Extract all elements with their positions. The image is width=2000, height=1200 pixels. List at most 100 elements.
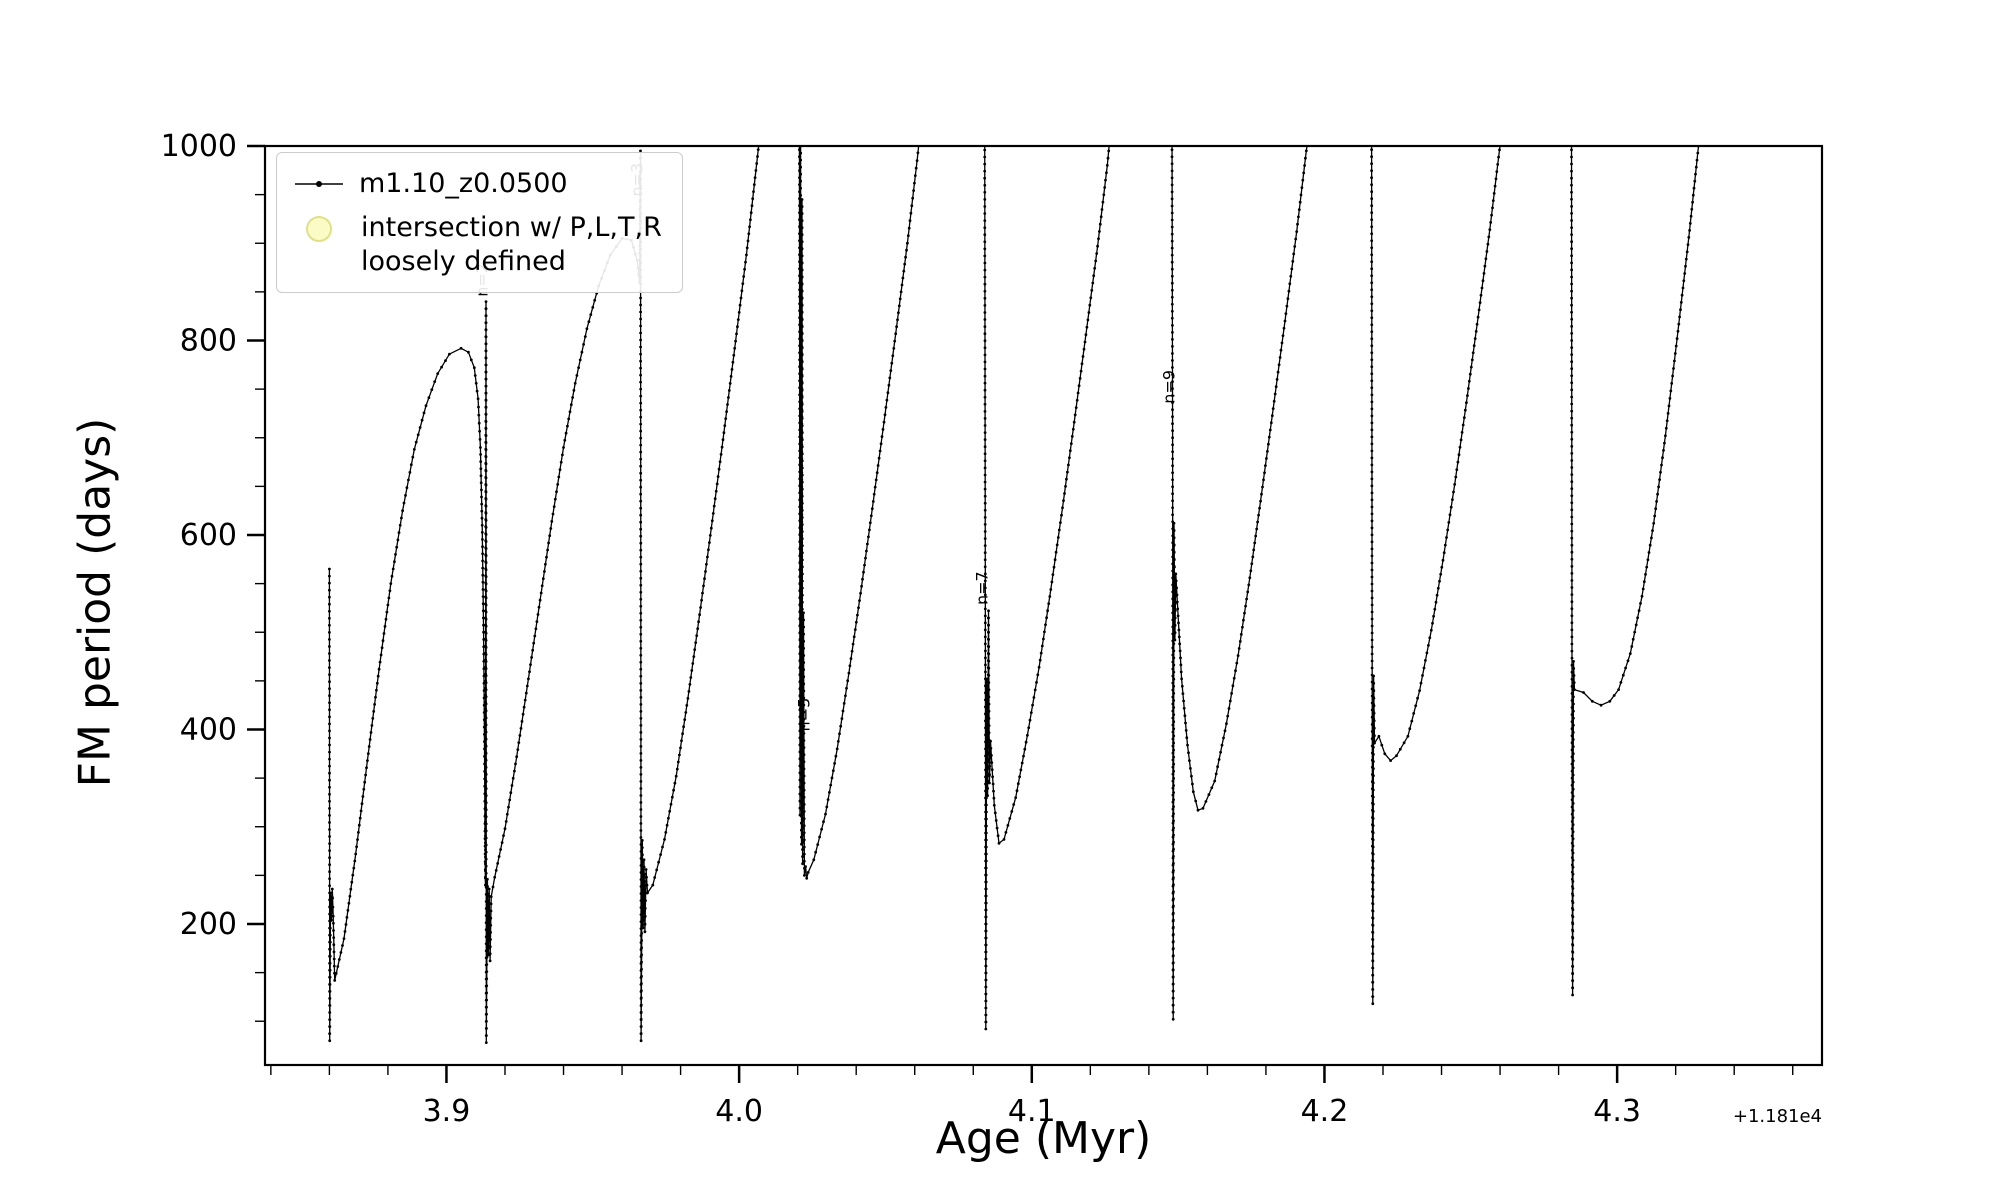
data-point-marker — [801, 671, 804, 675]
data-point-marker — [1570, 699, 1574, 702]
data-point-marker — [484, 674, 488, 677]
data-point-marker — [1109, 128, 1112, 131]
data-point-marker — [1172, 847, 1175, 851]
data-point-marker — [874, 478, 878, 482]
data-point-marker — [1332, 120, 1335, 123]
data-point-marker — [753, 176, 757, 180]
data-point-marker — [1689, 214, 1693, 218]
data-point-marker — [328, 652, 331, 655]
data-point-marker — [1098, 230, 1101, 233]
data-point-marker — [485, 956, 489, 959]
data-point-marker — [1098, 222, 1102, 226]
data-point-marker — [798, 120, 801, 123]
data-point-marker — [401, 509, 404, 513]
data-point-marker — [1029, 711, 1033, 714]
data-point-marker — [742, 275, 746, 278]
data-point-marker — [901, 276, 905, 280]
data-point-marker — [1177, 628, 1181, 632]
data-point-marker — [1673, 352, 1677, 355]
data-point-marker — [497, 855, 501, 858]
data-point-marker — [1171, 667, 1175, 671]
data-point-marker — [983, 120, 986, 123]
data-point-marker — [393, 560, 396, 564]
data-point-marker — [484, 575, 488, 579]
data-point-marker — [1170, 197, 1174, 201]
data-point-marker — [514, 762, 517, 766]
data-point-marker — [1294, 237, 1298, 241]
data-point-marker — [1060, 513, 1063, 517]
data-point-marker — [484, 356, 488, 360]
data-point-marker — [1172, 826, 1175, 830]
data-point-marker — [1370, 330, 1374, 334]
data-point-marker — [718, 460, 722, 464]
data-point-marker — [388, 589, 392, 593]
data-point-marker — [870, 507, 874, 511]
data-point-marker — [1171, 345, 1174, 348]
data-point-marker — [983, 247, 987, 251]
data-point-marker — [418, 426, 422, 429]
data-point-marker — [444, 359, 447, 362]
data-point-marker — [1172, 840, 1175, 844]
data-point-marker — [515, 755, 519, 759]
data-point-marker — [328, 990, 332, 993]
data-point-marker — [467, 350, 470, 354]
data-point-marker — [1170, 162, 1174, 166]
data-point-marker — [1383, 752, 1387, 756]
data-point-marker — [799, 278, 803, 282]
data-point-marker — [1171, 394, 1174, 397]
data-point-marker — [1571, 851, 1575, 855]
data-point-marker — [857, 606, 860, 610]
data-point-marker — [1590, 699, 1594, 703]
data-point-marker — [1570, 416, 1574, 420]
data-point-marker — [1570, 600, 1574, 604]
data-point-marker — [1691, 200, 1694, 204]
data-point-marker — [800, 360, 804, 364]
data-point-marker — [639, 759, 643, 762]
data-point-marker — [1217, 758, 1221, 761]
data-point-marker — [868, 521, 872, 525]
data-point-marker — [1372, 711, 1376, 715]
data-point-marker — [336, 965, 340, 968]
data-point-marker — [1023, 747, 1027, 751]
data-point-marker — [1608, 699, 1612, 703]
data-point-marker — [1051, 573, 1055, 576]
data-point-marker — [481, 566, 485, 570]
data-point-marker — [983, 635, 987, 639]
data-point-marker — [1039, 651, 1043, 655]
x-axis-offset-text: +1.181e4 — [1732, 1106, 1822, 1127]
data-point-marker — [488, 959, 492, 963]
data-point-marker — [984, 1020, 988, 1024]
data-point-marker — [1370, 162, 1373, 166]
data-point-marker — [826, 798, 830, 801]
data-point-marker — [1370, 624, 1374, 628]
data-point-marker — [1236, 654, 1240, 657]
data-point-marker — [721, 438, 725, 442]
data-point-marker — [479, 474, 483, 478]
data-point-marker — [1065, 477, 1068, 481]
data-point-marker — [1694, 172, 1697, 176]
data-point-marker — [1275, 378, 1279, 381]
data-point-marker — [484, 820, 487, 824]
data-point-marker — [1171, 429, 1174, 433]
data-point-marker — [479, 453, 482, 456]
data-point-marker — [828, 791, 831, 794]
data-point-marker — [1172, 784, 1175, 787]
data-point-marker — [920, 120, 923, 123]
data-point-marker — [484, 766, 488, 769]
data-point-marker — [493, 875, 497, 879]
data-point-marker — [802, 767, 806, 771]
data-point-marker — [1370, 295, 1374, 299]
data-point-marker — [642, 903, 645, 907]
data-point-marker — [1570, 791, 1574, 794]
data-point-marker — [798, 372, 801, 376]
data-point-marker — [1370, 491, 1374, 495]
data-point-marker — [1292, 252, 1296, 256]
data-point-marker — [639, 352, 642, 356]
data-point-marker — [800, 786, 803, 790]
data-point-marker — [484, 519, 488, 522]
data-point-marker — [798, 218, 801, 222]
data-point-marker — [499, 848, 502, 851]
data-point-marker — [1370, 421, 1374, 425]
data-point-marker — [1483, 264, 1487, 268]
data-point-marker — [802, 710, 806, 714]
